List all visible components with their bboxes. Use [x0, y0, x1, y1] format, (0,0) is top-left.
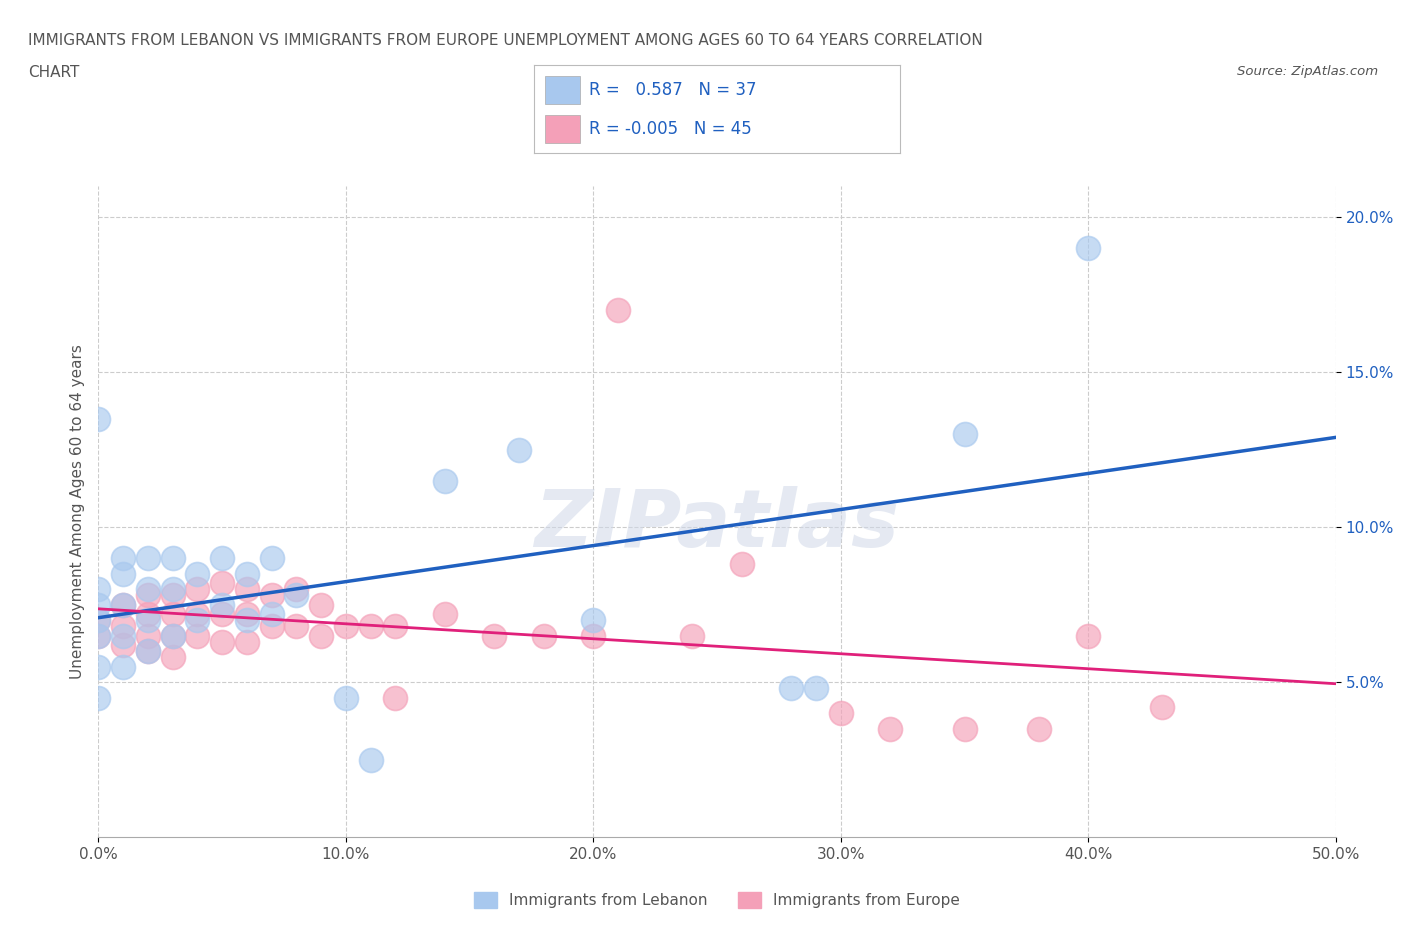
Point [112, 618, 135, 633]
Point [162, 581, 184, 596]
Point [211, 576, 233, 591]
Point [360, 618, 382, 633]
Point [87, 628, 110, 643]
Point [136, 613, 159, 628]
Point [360, 752, 382, 767]
Point [211, 597, 233, 612]
Point [136, 644, 159, 658]
Point [681, 628, 703, 643]
Point [1077, 241, 1099, 256]
Point [953, 721, 976, 736]
Point [87, 613, 110, 628]
Y-axis label: Unemployment Among Ages 60 to 64 years: Unemployment Among Ages 60 to 64 years [69, 344, 84, 679]
Point [186, 613, 208, 628]
Point [87, 581, 110, 596]
Point [484, 628, 506, 643]
Point [211, 551, 233, 565]
Point [879, 721, 901, 736]
Point [162, 551, 184, 565]
Point [87, 659, 110, 674]
Point [533, 628, 555, 643]
Point [607, 302, 630, 317]
Point [384, 618, 406, 633]
Point [260, 606, 283, 621]
Point [830, 706, 852, 721]
Point [953, 427, 976, 442]
Legend: Immigrants from Lebanon, Immigrants from Europe: Immigrants from Lebanon, Immigrants from… [468, 885, 966, 914]
Point [87, 411, 110, 426]
Point [112, 659, 135, 674]
Point [1028, 721, 1050, 736]
Point [162, 588, 184, 603]
Point [260, 618, 283, 633]
Point [136, 551, 159, 565]
Point [136, 644, 159, 658]
Point [162, 606, 184, 621]
Point [804, 681, 827, 696]
Point [780, 681, 803, 696]
Point [335, 690, 357, 705]
Point [582, 613, 605, 628]
Point [731, 557, 754, 572]
Point [136, 588, 159, 603]
Point [136, 581, 159, 596]
Point [112, 637, 135, 652]
Text: R =   0.587   N = 37: R = 0.587 N = 37 [589, 81, 756, 99]
Point [1152, 699, 1174, 714]
Point [211, 606, 233, 621]
Point [309, 628, 332, 643]
Text: CHART: CHART [28, 65, 80, 80]
Point [162, 628, 184, 643]
Point [285, 618, 308, 633]
Point [162, 650, 184, 665]
Point [136, 606, 159, 621]
Point [112, 628, 135, 643]
Point [335, 618, 357, 633]
Point [136, 628, 159, 643]
Point [112, 551, 135, 565]
Point [260, 551, 283, 565]
Point [186, 606, 208, 621]
Text: ZIPatlas: ZIPatlas [534, 485, 900, 564]
Text: Source: ZipAtlas.com: Source: ZipAtlas.com [1237, 65, 1378, 78]
Bar [546, 75, 581, 104]
Point [236, 566, 259, 581]
Point [186, 628, 208, 643]
Point [87, 597, 110, 612]
Point [433, 473, 456, 488]
Point [186, 566, 208, 581]
Point [162, 628, 184, 643]
Point [384, 690, 406, 705]
Point [309, 597, 332, 612]
Point [236, 634, 259, 649]
Point [236, 606, 259, 621]
Point [87, 628, 110, 643]
Point [112, 566, 135, 581]
Point [582, 628, 605, 643]
Text: IMMIGRANTS FROM LEBANON VS IMMIGRANTS FROM EUROPE UNEMPLOYMENT AMONG AGES 60 TO : IMMIGRANTS FROM LEBANON VS IMMIGRANTS FR… [28, 33, 983, 47]
Point [236, 613, 259, 628]
Text: R = -0.005   N = 45: R = -0.005 N = 45 [589, 120, 752, 138]
Point [236, 581, 259, 596]
Point [285, 581, 308, 596]
Point [87, 613, 110, 628]
Point [285, 588, 308, 603]
Point [112, 597, 135, 612]
Point [508, 442, 530, 457]
Point [433, 606, 456, 621]
Point [260, 588, 283, 603]
Point [211, 634, 233, 649]
Point [87, 690, 110, 705]
Bar [546, 114, 581, 143]
Point [186, 581, 208, 596]
Point [112, 597, 135, 612]
Point [1077, 628, 1099, 643]
